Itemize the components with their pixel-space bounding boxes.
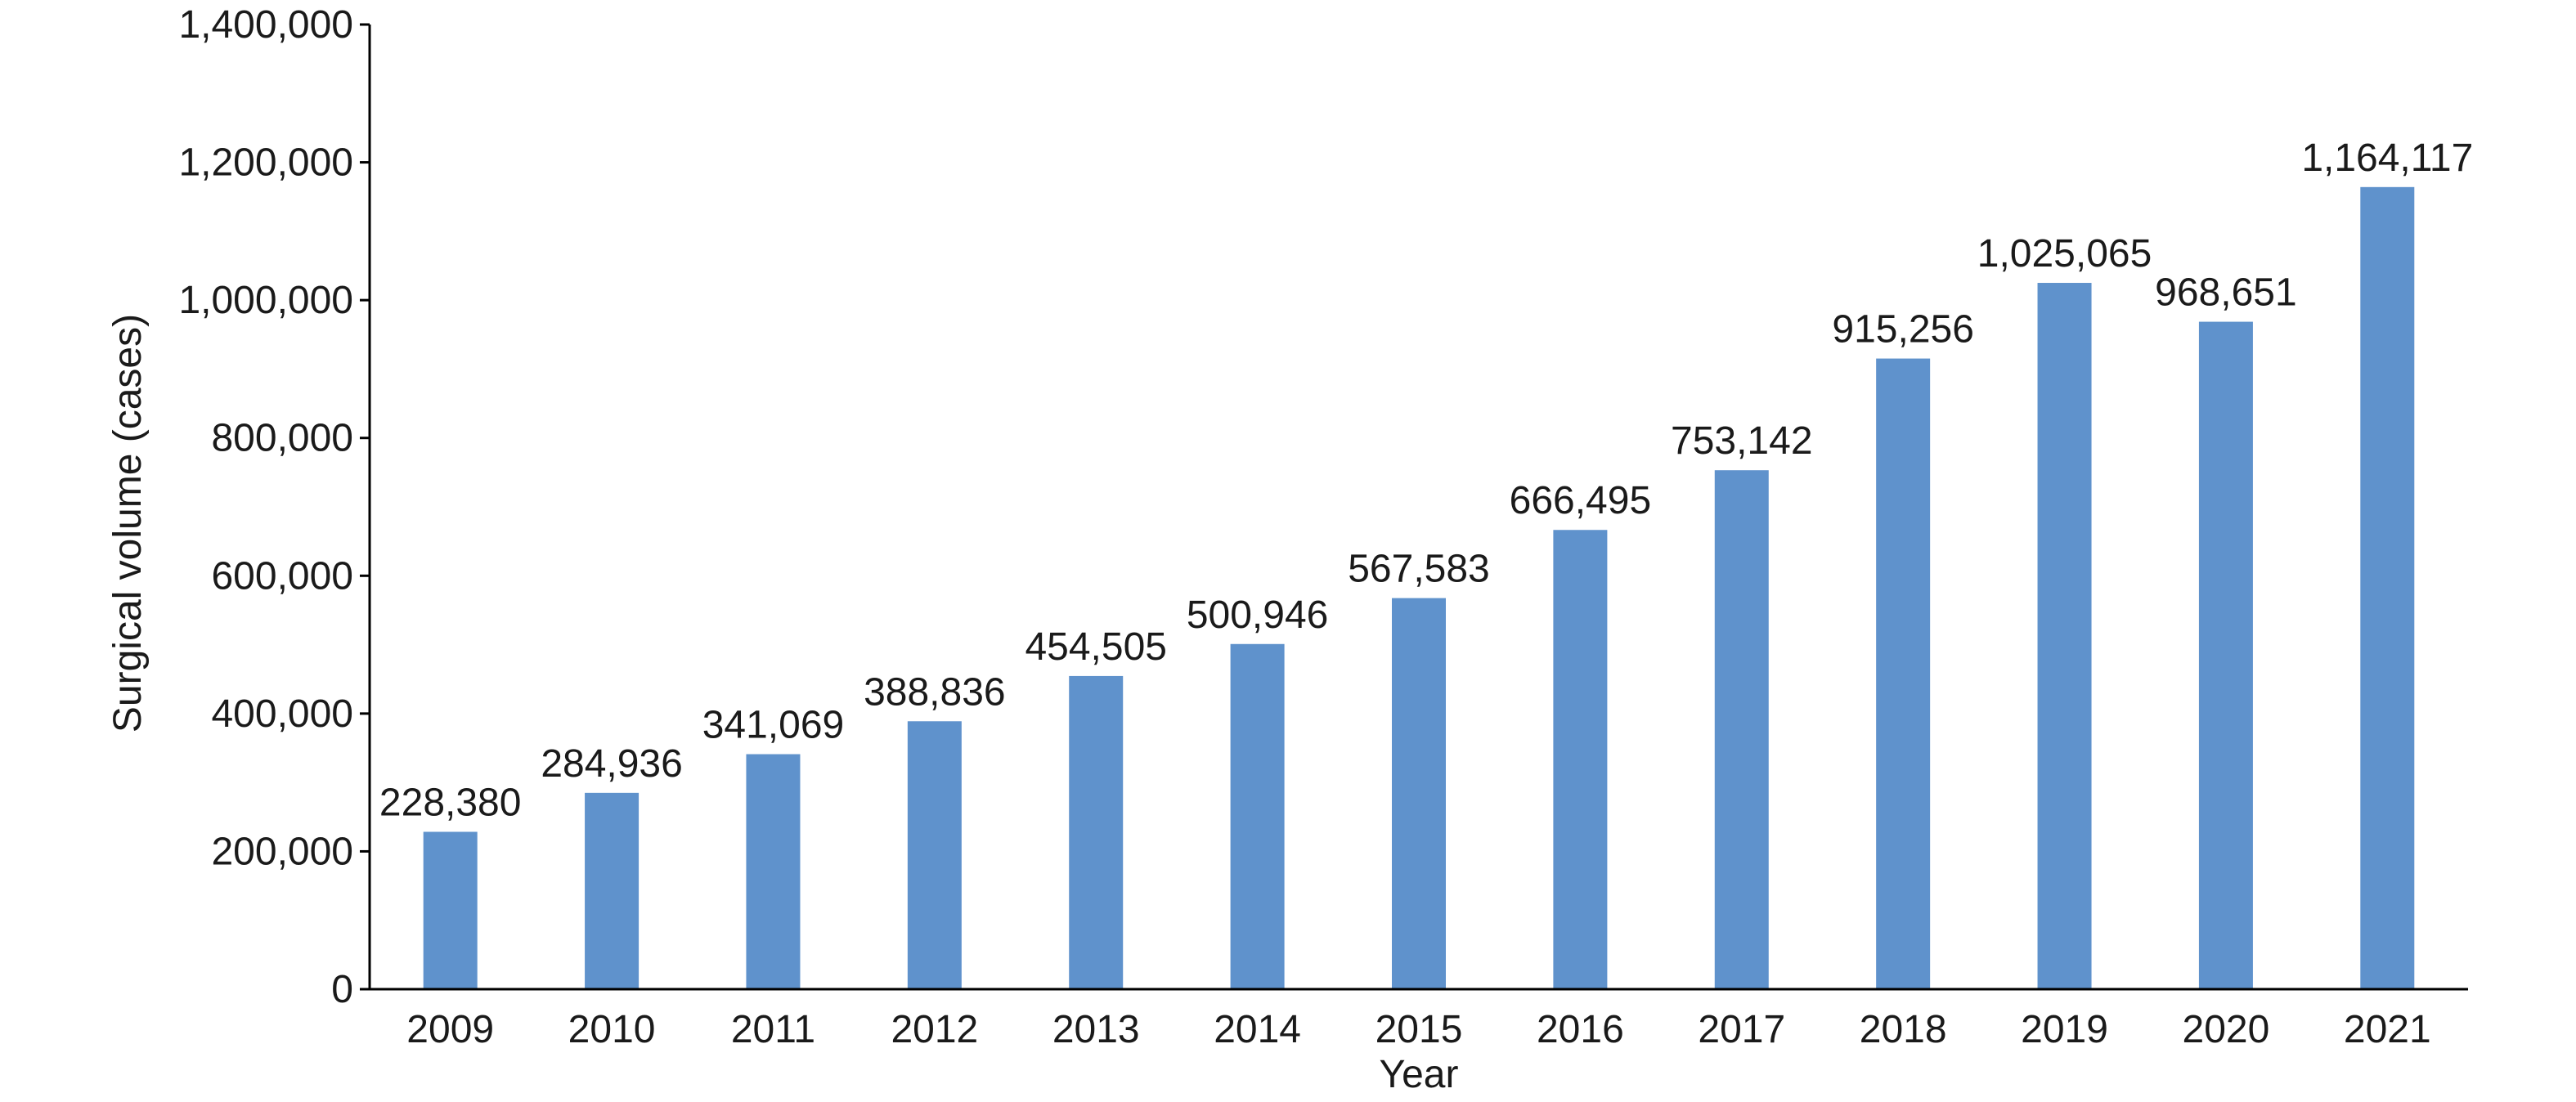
- x-tick-label-2010: 2010: [568, 1008, 656, 1051]
- bar-2017: [1714, 470, 1769, 989]
- bar-2009: [423, 831, 478, 989]
- y-tick-label: 1,000,000: [178, 279, 353, 322]
- x-tick-label-2020: 2020: [2183, 1008, 2270, 1051]
- data-label-2009: 228,380: [379, 782, 522, 825]
- x-tick-label-2015: 2015: [1376, 1008, 1463, 1051]
- y-tick-label: 1,200,000: [178, 141, 353, 185]
- data-label-2014: 500,946: [1187, 594, 1329, 637]
- x-tick-label-2014: 2014: [1214, 1008, 1301, 1051]
- bar-2012: [907, 721, 962, 989]
- data-label-2016: 666,495: [1510, 479, 1652, 522]
- x-tick-label-2019: 2019: [2021, 1008, 2108, 1051]
- x-tick-label-2017: 2017: [1698, 1008, 1785, 1051]
- data-label-2017: 753,142: [1671, 419, 1813, 463]
- x-tick-label-2021: 2021: [2344, 1008, 2431, 1051]
- x-tick-label-2009: 2009: [406, 1008, 494, 1051]
- y-tick-label: 600,000: [211, 554, 353, 598]
- bar-2014: [1230, 643, 1285, 989]
- y-tick-label: 0: [331, 968, 353, 1011]
- data-label-2020: 968,651: [2155, 271, 2297, 315]
- y-axis: 0 200,000 400,000 600,000 800,000 1,000,000 1,…: [178, 3, 371, 1011]
- bar-2010: [585, 792, 640, 989]
- bar-2018: [1876, 358, 1931, 989]
- bar-2019: [2037, 283, 2092, 990]
- bar-2013: [1069, 675, 1124, 989]
- y-tick-label: 800,000: [211, 417, 353, 460]
- data-label-2018: 915,256: [1832, 308, 1974, 352]
- y-tick-label: 1,400,000: [178, 3, 353, 47]
- bar-2011: [746, 754, 801, 989]
- bar-2016: [1553, 530, 1608, 989]
- x-tick-label-2012: 2012: [891, 1008, 978, 1051]
- x-axis-title: Year: [1380, 1053, 1459, 1096]
- data-label-2019: 1,025,065: [1977, 232, 2152, 276]
- data-label-2013: 454,505: [1025, 625, 1167, 669]
- x-axis: 2009 2010 2011 2012 2013 2014 2015 2016 2017 2018…: [370, 988, 2468, 1051]
- x-tick-label-2016: 2016: [1537, 1008, 1624, 1051]
- data-labels: 228,380 284,936 341,069 388,836 454,505 500,9…: [379, 137, 2473, 825]
- bar-2015: [1392, 598, 1446, 989]
- bars: [423, 186, 2415, 990]
- y-tick-label: 400,000: [211, 692, 353, 736]
- x-tick-label-2018: 2018: [1860, 1008, 1947, 1051]
- x-tick-label-2013: 2013: [1052, 1008, 1140, 1051]
- bar-2021: [2360, 186, 2415, 989]
- data-label-2021: 1,164,117: [2301, 137, 2473, 180]
- y-axis-title: Surgical volume (cases): [106, 314, 150, 732]
- x-tick-label-2011: 2011: [731, 1008, 815, 1051]
- data-label-2011: 341,069: [702, 704, 845, 747]
- data-label-2010: 284,936: [541, 742, 683, 786]
- y-tick-label: 200,000: [211, 830, 353, 873]
- data-label-2015: 567,583: [1348, 548, 1490, 591]
- bar-2020: [2198, 321, 2253, 990]
- data-label-2012: 388,836: [864, 670, 1006, 714]
